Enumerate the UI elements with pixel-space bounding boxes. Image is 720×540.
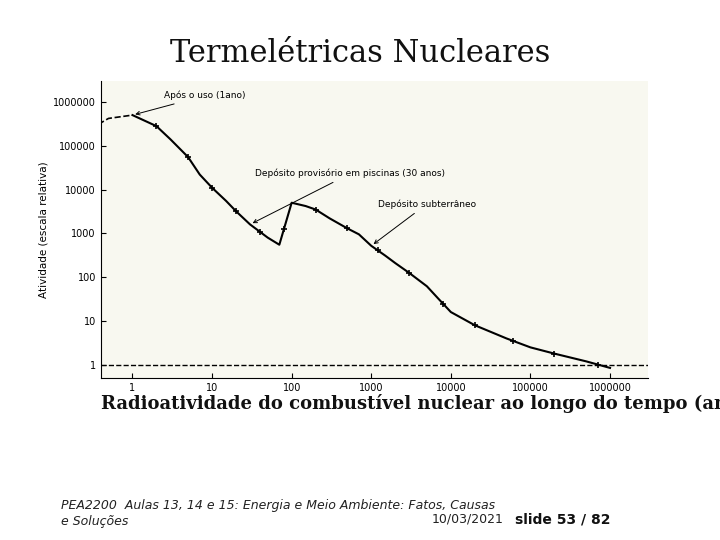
Text: Urânio não utilizado: Urânio não utilizado <box>0 539 1 540</box>
Text: slide 53 / 82: slide 53 / 82 <box>515 512 611 526</box>
Text: Depósito provisório em piscinas (30 anos): Depósito provisório em piscinas (30 anos… <box>253 169 446 222</box>
Text: 10/03/2021: 10/03/2021 <box>432 513 504 526</box>
Text: Termelétricas Nucleares: Termelétricas Nucleares <box>170 38 550 69</box>
Text: Radioatividade do combustível nuclear ao longo do tempo (anos).: Radioatividade do combustível nuclear ao… <box>101 394 720 413</box>
Y-axis label: Atividade (escala relativa): Atividade (escala relativa) <box>39 161 49 298</box>
Text: Depósito subterrâneo: Depósito subterrâneo <box>374 199 476 244</box>
Text: No reator (5anos): No reator (5anos) <box>0 539 1 540</box>
Text: PEA2200  Aulas 13, 14 e 15: Energia e Meio Ambiente: Fatos, Causas
e Soluções: PEA2200 Aulas 13, 14 e 15: Energia e Mei… <box>61 500 495 528</box>
Text: Após o uso (1ano): Após o uso (1ano) <box>136 91 246 115</box>
